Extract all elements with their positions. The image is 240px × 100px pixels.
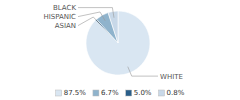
legend-swatch <box>126 90 132 96</box>
legend-item: 5.0% <box>126 89 152 97</box>
legend-item: 0.8% <box>159 89 185 97</box>
leader-line <box>78 17 100 26</box>
slices <box>86 11 150 75</box>
leader-line <box>78 12 105 21</box>
leader-line <box>78 8 114 18</box>
slice-label: BLACK <box>53 4 76 12</box>
chart: WHITE ASIANHISPANICBLACK 87.5% 6.7% 5.0% 0.8% <box>0 0 240 100</box>
legend-label: 0.8% <box>167 89 185 97</box>
leader-line <box>128 67 158 76</box>
slice-label: HISPANIC <box>43 13 76 21</box>
legend-item: 87.5% <box>56 89 87 97</box>
legend-swatch <box>56 90 62 96</box>
legend-swatch <box>159 90 165 96</box>
legend-item: 6.7% <box>93 89 119 97</box>
legend-swatch <box>93 90 99 96</box>
legend-label: 87.5% <box>64 89 87 97</box>
slice <box>108 11 118 43</box>
slice-labels: WHITE ASIANHISPANICBLACK <box>43 4 182 81</box>
slice-label: WHITE <box>160 73 183 81</box>
legend-label: 6.7% <box>101 89 119 97</box>
legend: 87.5% 6.7% 5.0% 0.8% <box>56 89 185 97</box>
slice-label: ASIAN <box>55 22 76 30</box>
legend-label: 5.0% <box>134 89 152 97</box>
slice <box>86 11 150 75</box>
pie: WHITE ASIANHISPANICBLACK <box>43 4 182 81</box>
